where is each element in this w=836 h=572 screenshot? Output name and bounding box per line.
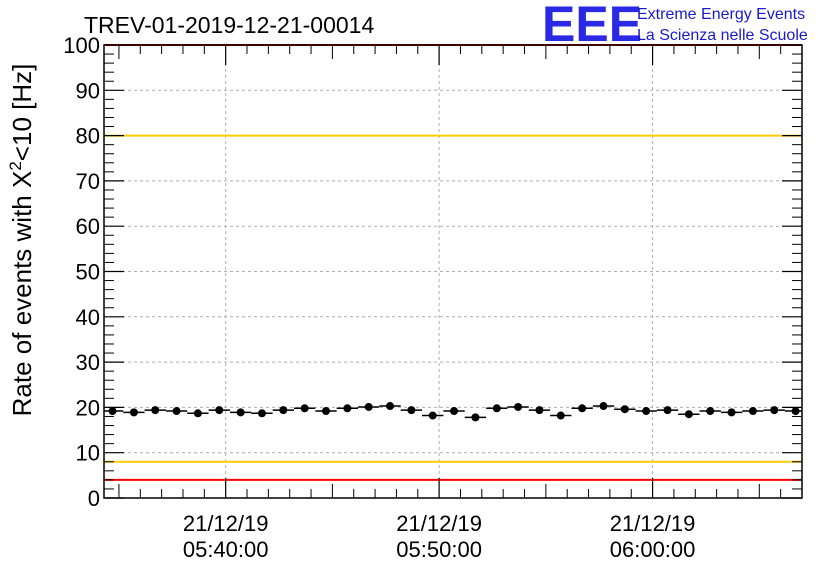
data-point [358, 402, 380, 411]
data-point-marker [300, 404, 309, 413]
data-point-marker [748, 407, 757, 416]
data-point [443, 407, 465, 416]
data-point [656, 406, 679, 415]
y-ticks: 0 10 20 30 40 50 60 70 80 90 100 [63, 33, 802, 511]
data-point-marker [684, 410, 693, 419]
data-point [550, 411, 572, 420]
data-point [336, 404, 359, 413]
data-point-marker [556, 411, 565, 420]
data-point [165, 407, 188, 416]
x-tick-label-time: 05:50:00 [396, 537, 482, 562]
y-tick-label: 50 [76, 260, 100, 285]
data-point-marker [599, 402, 608, 411]
data-point [229, 408, 252, 417]
data-point [104, 407, 124, 416]
data-point-marker [706, 407, 715, 416]
data-point-marker [257, 409, 266, 418]
data-point [315, 407, 337, 416]
data-point-marker [535, 406, 544, 415]
eee-logo: EEE Extreme Energy Events La Scienza nel… [542, 0, 808, 52]
y-tick-label: 80 [76, 124, 100, 149]
data-point-marker [578, 404, 587, 413]
data-point [400, 406, 423, 415]
data-point-marker [279, 406, 288, 415]
data-point [528, 406, 551, 415]
data-point [763, 406, 785, 415]
data-point [293, 404, 316, 413]
data-point-marker [193, 409, 202, 418]
data-point-marker [514, 402, 523, 411]
data-point-marker [343, 404, 352, 413]
data-point-marker [108, 407, 117, 416]
data-point [123, 408, 145, 417]
data-point-marker [129, 408, 138, 417]
grid [104, 45, 802, 498]
data-point [635, 407, 657, 416]
logo-line1: Extreme Energy Events [637, 6, 805, 23]
data-point [187, 409, 209, 418]
chart-title: TREV-01-2019-12-21-00014 [84, 12, 374, 38]
logo-mark: EEE [542, 0, 642, 52]
y-tick-label: 0 [88, 486, 100, 511]
data-point-marker [770, 406, 779, 415]
y-axis-label: Rate of events with X2<10 [Hz] [6, 64, 37, 417]
data-point [379, 402, 401, 411]
x-tick-label-time: 06:00:00 [610, 537, 696, 562]
data-point [486, 404, 508, 413]
data-point [720, 408, 743, 417]
data-point [592, 402, 615, 411]
x-tick-label-date: 21/12/19 [610, 511, 696, 536]
y-tick-label: 100 [63, 33, 100, 58]
data-point [144, 406, 166, 415]
x-ticks: 21/12/1905:40:0021/12/1905:50:0021/12/19… [118, 45, 803, 562]
data-point-marker [364, 402, 373, 411]
data-point-marker [663, 406, 672, 415]
data-point [208, 406, 230, 415]
data-point [699, 407, 721, 416]
data-point-marker [386, 402, 395, 411]
data-point-marker [215, 406, 224, 415]
y-tick-label: 70 [76, 169, 100, 194]
y-tick-label: 10 [76, 441, 100, 466]
data-point [507, 402, 529, 411]
y-tick-label: 90 [76, 78, 100, 103]
data-point-marker [791, 407, 800, 416]
data-point-marker [172, 407, 181, 416]
data-point [614, 405, 636, 414]
data-point-marker [471, 413, 480, 422]
y-tick-label: 30 [76, 350, 100, 375]
data-point-marker [236, 408, 245, 417]
data-point [422, 411, 444, 420]
x-tick-label-time: 05:40:00 [183, 537, 269, 562]
data-point-marker [450, 407, 459, 416]
x-tick-label-date: 21/12/19 [183, 511, 269, 536]
y-tick-label: 40 [76, 305, 100, 330]
data-point-marker [151, 406, 160, 415]
data-point-marker [620, 405, 629, 414]
logo-line2: La Scienza nelle Scuole [637, 27, 808, 44]
data-point [784, 407, 802, 416]
data-point [742, 407, 764, 416]
data-points [104, 402, 802, 422]
data-point [464, 413, 487, 422]
data-point-marker [492, 404, 501, 413]
data-point-marker [407, 406, 416, 415]
data-point [251, 409, 273, 418]
data-point-marker [428, 411, 437, 420]
data-point-marker [321, 407, 330, 416]
data-point-marker [642, 407, 651, 416]
data-point [272, 406, 294, 415]
y-tick-label: 20 [76, 395, 100, 420]
data-point [678, 410, 700, 419]
x-tick-label-date: 21/12/19 [396, 511, 482, 536]
data-point-marker [727, 408, 736, 417]
y-tick-label: 60 [76, 214, 100, 239]
data-point [571, 404, 593, 413]
